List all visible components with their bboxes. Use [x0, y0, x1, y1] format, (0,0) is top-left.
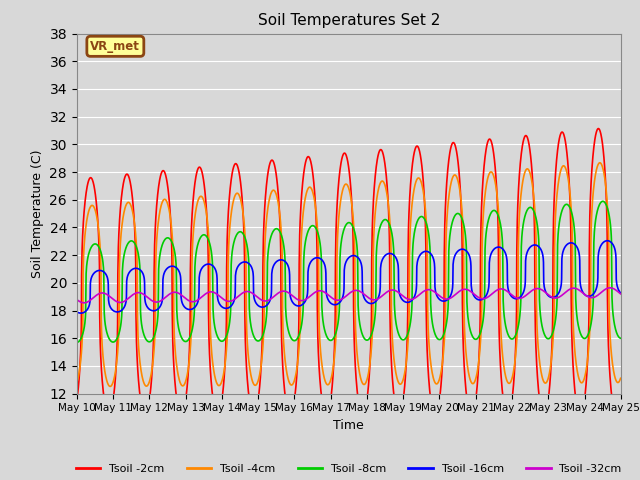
Text: VR_met: VR_met	[90, 40, 140, 53]
Tsoil -2cm	[584, 358, 591, 364]
Tsoil -4cm	[617, 375, 625, 381]
Tsoil -8cm	[225, 326, 232, 332]
Line: Tsoil -32cm: Tsoil -32cm	[77, 288, 621, 303]
Tsoil -16cm	[77, 310, 84, 316]
Tsoil -16cm	[376, 284, 384, 290]
Y-axis label: Soil Temperature (C): Soil Temperature (C)	[31, 149, 44, 278]
Tsoil -8cm	[73, 339, 81, 345]
Tsoil -16cm	[507, 292, 515, 298]
Tsoil -32cm	[507, 291, 515, 297]
Line: Tsoil -16cm: Tsoil -16cm	[77, 240, 621, 313]
Tsoil -32cm	[606, 285, 614, 291]
Legend: Tsoil -2cm, Tsoil -4cm, Tsoil -8cm, Tsoil -16cm, Tsoil -32cm: Tsoil -2cm, Tsoil -4cm, Tsoil -8cm, Tsoi…	[72, 459, 626, 478]
Tsoil -2cm	[376, 147, 384, 153]
Tsoil -32cm	[376, 294, 384, 300]
Tsoil -2cm	[617, 399, 625, 405]
Tsoil -32cm	[365, 295, 372, 300]
Tsoil -16cm	[569, 240, 577, 246]
Tsoil -16cm	[604, 238, 611, 243]
Tsoil -2cm	[612, 414, 620, 420]
Tsoil -8cm	[507, 336, 515, 341]
Tsoil -32cm	[225, 299, 232, 304]
Tsoil -8cm	[568, 213, 576, 219]
Tsoil -16cm	[365, 300, 372, 306]
Tsoil -2cm	[73, 397, 81, 403]
Tsoil -32cm	[569, 285, 577, 291]
Tsoil -2cm	[568, 350, 576, 356]
Tsoil -4cm	[365, 371, 372, 376]
Tsoil -8cm	[599, 198, 607, 204]
Tsoil -2cm	[364, 386, 372, 392]
Tsoil -4cm	[507, 379, 515, 384]
Tsoil -4cm	[106, 384, 114, 389]
Line: Tsoil -4cm: Tsoil -4cm	[77, 163, 621, 386]
Tsoil -4cm	[569, 299, 577, 305]
Tsoil -32cm	[73, 297, 81, 302]
Tsoil -2cm	[225, 208, 232, 214]
Tsoil -4cm	[73, 380, 81, 385]
Tsoil -2cm	[507, 407, 515, 413]
Line: Tsoil -8cm: Tsoil -8cm	[77, 201, 621, 342]
Tsoil -4cm	[584, 355, 591, 360]
Tsoil -4cm	[596, 160, 604, 166]
Tsoil -32cm	[80, 300, 88, 306]
Tsoil -32cm	[584, 294, 591, 300]
Tsoil -8cm	[364, 337, 372, 343]
Line: Tsoil -2cm: Tsoil -2cm	[77, 129, 621, 417]
Tsoil -32cm	[617, 291, 625, 297]
X-axis label: Time: Time	[333, 419, 364, 432]
Tsoil -4cm	[225, 243, 232, 249]
Tsoil -4cm	[376, 180, 384, 186]
Tsoil -2cm	[595, 126, 602, 132]
Tsoil -16cm	[225, 305, 232, 311]
Tsoil -8cm	[376, 224, 384, 230]
Tsoil -16cm	[73, 309, 81, 314]
Tsoil -8cm	[584, 333, 591, 338]
Title: Soil Temperatures Set 2: Soil Temperatures Set 2	[258, 13, 440, 28]
Tsoil -16cm	[584, 293, 591, 299]
Tsoil -8cm	[617, 336, 625, 341]
Tsoil -16cm	[617, 290, 625, 296]
